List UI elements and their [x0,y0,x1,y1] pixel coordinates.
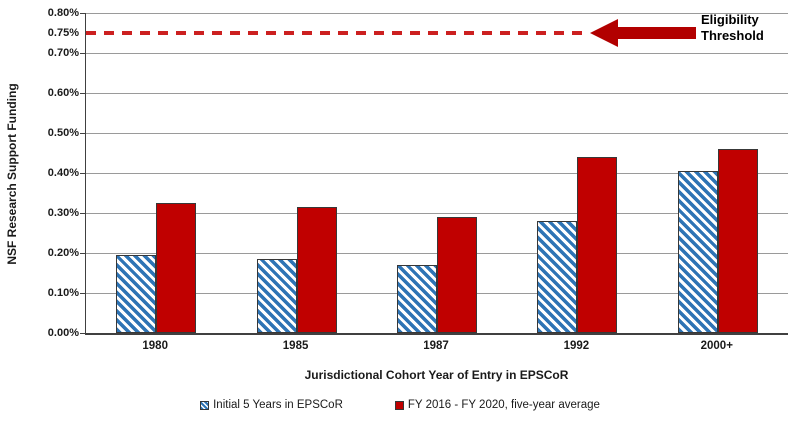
y-tick-label: 0.70% [47,47,79,59]
gridline [86,52,788,54]
x-tick-label: 2000+ [700,340,733,352]
legend-marker-striped-square-icon [200,400,210,410]
x-tick-label: 1980 [142,340,168,352]
y-tick-label: 0.10% [47,287,79,299]
gridline [86,12,788,14]
y-tick-label: 0.30% [47,207,79,219]
bar-1987-series-1 [437,217,477,333]
legend-label: Initial 5 Years in EPSCoR [213,399,343,411]
y-tick-mark [80,253,86,254]
x-axis-title: Jurisdictional Cohort Year of Entry in E… [304,368,569,382]
y-tick-label: 0.75% [47,27,79,39]
y-tick-mark [80,333,86,334]
threshold-label-line1: Eligibility [701,12,759,27]
threshold-dashed-line [86,31,586,35]
gridline [86,92,788,94]
y-tick-mark [80,13,86,14]
threshold-arrow-icon [590,19,696,47]
y-tick-label: 0.20% [47,247,79,259]
bar-1980-series-1 [156,203,197,333]
bar-2000+-series-1 [717,149,758,333]
bar-1987-series-0 [397,265,437,333]
bar-1980-series-0 [116,255,157,333]
y-tick-label: 0.50% [47,127,79,139]
y-tick-mark [80,93,86,94]
bar-1985-series-0 [256,259,297,333]
y-tick-label: 0.40% [47,167,79,179]
bar-1985-series-1 [296,207,337,333]
legend-item-fy-average: FY 2016 - FY 2020, five-year average [394,399,600,411]
plot-area [85,12,788,335]
legend: Initial 5 Years in EPSCoR FY 2016 - FY 2… [0,399,800,411]
x-tick-label: 1987 [423,340,449,352]
threshold-label-line2: Threshold [701,28,764,43]
gridline [86,212,788,214]
legend-label: FY 2016 - FY 2020, five-year average [407,399,600,411]
bar-1992-series-1 [577,157,618,333]
x-tick-label: 1985 [282,340,309,352]
y-tick-mark [80,133,86,134]
bar-1992-series-0 [537,221,578,333]
y-tick-mark [80,293,86,294]
legend-marker-red-square-icon [394,400,404,410]
y-tick-label: 0.80% [47,7,79,19]
legend-item-initial-5-years: Initial 5 Years in EPSCoR [200,399,343,411]
gridline [86,172,788,174]
y-tick-label: 0.60% [47,87,79,99]
y-tick-label: 0.00% [47,327,79,339]
x-tick-label: 1992 [563,340,590,352]
bar-2000+-series-0 [677,171,718,333]
threshold-label: Eligibility Threshold [701,12,796,44]
y-tick-mark [80,173,86,174]
y-tick-mark [80,53,86,54]
gridline [86,132,788,134]
y-tick-mark [80,213,86,214]
